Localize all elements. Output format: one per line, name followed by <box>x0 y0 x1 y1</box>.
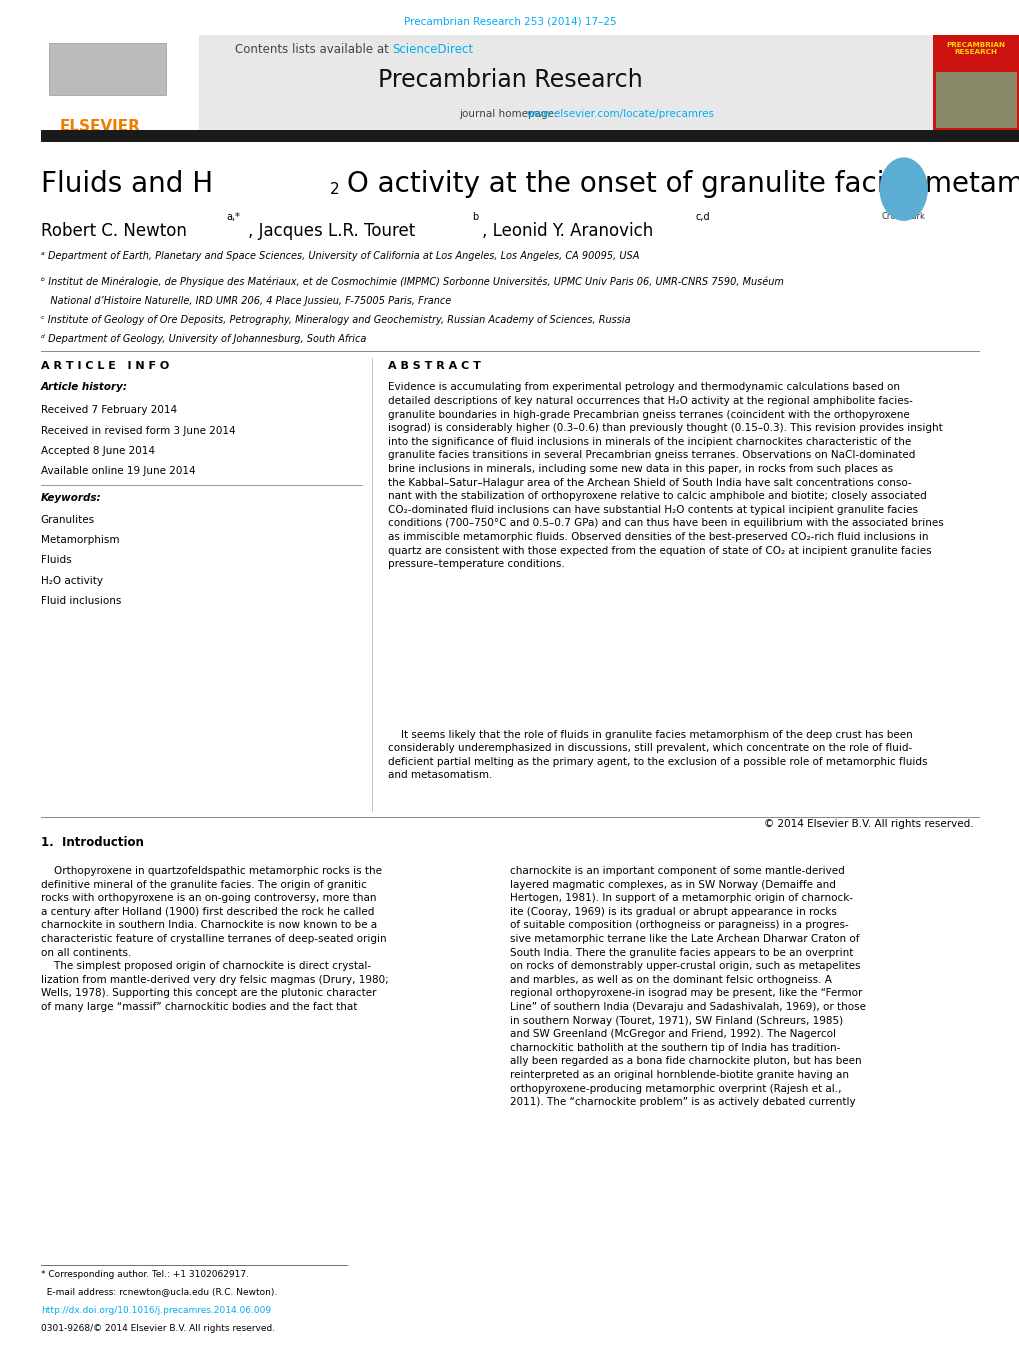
Text: Article history:: Article history: <box>41 382 127 392</box>
Text: www.elsevier.com/locate/precamres: www.elsevier.com/locate/precamres <box>526 109 713 119</box>
Circle shape <box>879 158 926 220</box>
Text: National d’Histoire Naturelle, IRD UMR 206, 4 Place Jussieu, F-75005 Paris, Fran: National d’Histoire Naturelle, IRD UMR 2… <box>41 296 450 305</box>
Text: * Corresponding author. Tel.: +1 3102062917.: * Corresponding author. Tel.: +1 3102062… <box>41 1270 249 1279</box>
Text: , Jacques L.R. Touret: , Jacques L.R. Touret <box>248 222 415 239</box>
Text: http://dx.doi.org/10.1016/j.precamres.2014.06.009: http://dx.doi.org/10.1016/j.precamres.20… <box>41 1306 271 1316</box>
FancyBboxPatch shape <box>935 72 1016 128</box>
Text: 1.  Introduction: 1. Introduction <box>41 836 144 850</box>
Text: ᵃ Department of Earth, Planetary and Space Sciences, University of California at: ᵃ Department of Earth, Planetary and Spa… <box>41 251 639 261</box>
Text: O activity at the onset of granulite facies metamorphism: O activity at the onset of granulite fac… <box>346 170 1019 199</box>
Text: H₂O activity: H₂O activity <box>41 576 103 585</box>
Text: It seems likely that the role of fluids in granulite facies metamorphism of the : It seems likely that the role of fluids … <box>387 730 926 781</box>
FancyBboxPatch shape <box>41 35 932 135</box>
FancyBboxPatch shape <box>41 130 1019 142</box>
Text: ᵇ Institut de Minéralogie, de Physique des Matériaux, et de Cosmochimie (IMPMC) : ᵇ Institut de Minéralogie, de Physique d… <box>41 277 783 288</box>
Text: Received 7 February 2014: Received 7 February 2014 <box>41 405 176 415</box>
Text: Orthopyroxene in quartzofeldspathic metamorphic rocks is the
definitive mineral : Orthopyroxene in quartzofeldspathic meta… <box>41 866 388 1012</box>
Text: c,d: c,d <box>695 212 709 222</box>
Text: ᶜ Institute of Geology of Ore Deposits, Petrography, Mineralogy and Geochemistry: ᶜ Institute of Geology of Ore Deposits, … <box>41 315 630 324</box>
Text: ScienceDirect: ScienceDirect <box>392 43 474 57</box>
Text: Fluid inclusions: Fluid inclusions <box>41 596 121 605</box>
Text: Received in revised form 3 June 2014: Received in revised form 3 June 2014 <box>41 426 235 435</box>
Text: 2: 2 <box>329 182 338 197</box>
Text: A R T I C L E   I N F O: A R T I C L E I N F O <box>41 361 169 370</box>
Text: a,*: a,* <box>226 212 240 222</box>
Text: Accepted 8 June 2014: Accepted 8 June 2014 <box>41 446 155 455</box>
Text: , Leonid Y. Aranovich: , Leonid Y. Aranovich <box>482 222 653 239</box>
Text: A B S T R A C T: A B S T R A C T <box>387 361 480 370</box>
Text: Keywords:: Keywords: <box>41 493 101 503</box>
Text: ▲: ▲ <box>898 176 908 189</box>
Text: ELSEVIER: ELSEVIER <box>59 119 140 134</box>
Text: ᵈ Department of Geology, University of Johannesburg, South Africa: ᵈ Department of Geology, University of J… <box>41 334 366 343</box>
Text: Available online 19 June 2014: Available online 19 June 2014 <box>41 466 196 476</box>
Text: Fluids: Fluids <box>41 555 71 565</box>
Text: Granulites: Granulites <box>41 515 95 524</box>
FancyBboxPatch shape <box>41 35 199 135</box>
FancyBboxPatch shape <box>49 43 166 95</box>
Text: Metamorphism: Metamorphism <box>41 535 119 544</box>
Text: Precambrian Research 253 (2014) 17–25: Precambrian Research 253 (2014) 17–25 <box>404 16 615 26</box>
FancyBboxPatch shape <box>932 35 1019 135</box>
Text: Robert C. Newton: Robert C. Newton <box>41 222 186 239</box>
Text: © 2014 Elsevier B.V. All rights reserved.: © 2014 Elsevier B.V. All rights reserved… <box>763 819 973 828</box>
Text: Evidence is accumulating from experimental petrology and thermodynamic calculati: Evidence is accumulating from experiment… <box>387 382 943 569</box>
Text: charnockite is an important component of some mantle-derived
layered magmatic co: charnockite is an important component of… <box>510 866 865 1108</box>
Text: Contents lists available at: Contents lists available at <box>234 43 392 57</box>
Text: CrossMark: CrossMark <box>880 212 925 222</box>
Text: Fluids and H: Fluids and H <box>41 170 213 199</box>
Text: E-mail address: rcnewton@ucla.edu (R.C. Newton).: E-mail address: rcnewton@ucla.edu (R.C. … <box>41 1288 277 1297</box>
Text: journal homepage:: journal homepage: <box>459 109 560 119</box>
Text: PRECAMBRIAN
RESEARCH: PRECAMBRIAN RESEARCH <box>946 42 1005 55</box>
Text: 0301-9268/© 2014 Elsevier B.V. All rights reserved.: 0301-9268/© 2014 Elsevier B.V. All right… <box>41 1324 275 1333</box>
Text: b: b <box>472 212 478 222</box>
Text: Precambrian Research: Precambrian Research <box>377 68 642 92</box>
